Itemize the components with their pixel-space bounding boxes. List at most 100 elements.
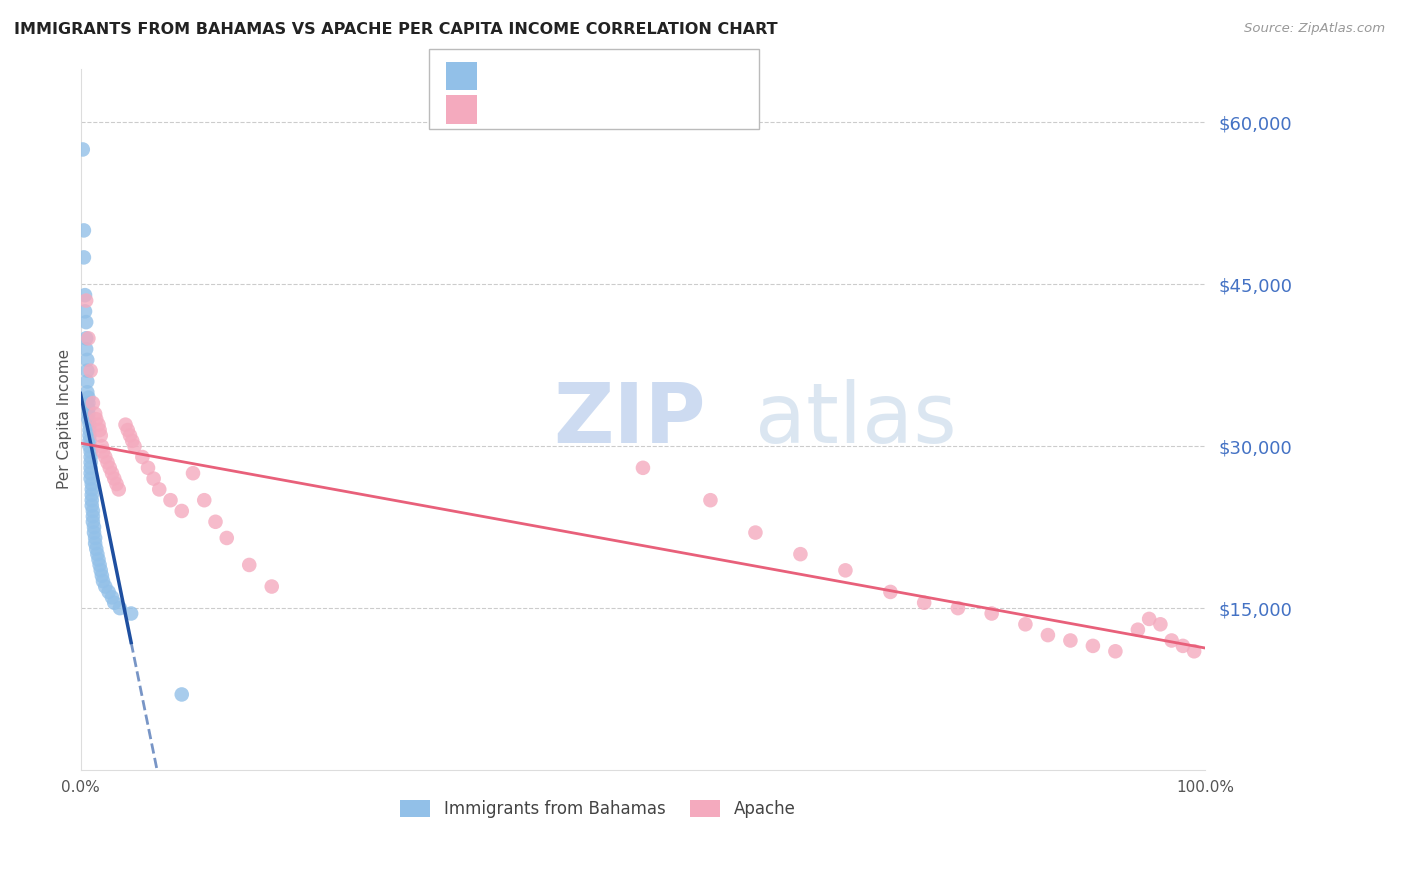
Point [82, 515, 104, 529]
Point [97, 585, 120, 599]
Point [193, 493, 215, 508]
Point [91, 444, 114, 458]
Point [117, 423, 139, 437]
Point [76, 385, 98, 400]
Point [73, 223, 96, 237]
Point [94, 450, 117, 464]
Point [79, 450, 101, 464]
Text: Source: ZipAtlas.com: Source: ZipAtlas.com [1244, 22, 1385, 36]
Text: ZIP: ZIP [553, 379, 706, 459]
Point [80, 483, 103, 497]
Point [238, 558, 260, 572]
Point [87, 417, 110, 432]
Point [136, 460, 159, 475]
Point [84, 407, 107, 421]
Point [631, 460, 654, 475]
Point [699, 493, 721, 508]
Point [120, 607, 142, 621]
Point [89, 558, 111, 572]
Point [76, 364, 98, 378]
Point [1149, 617, 1171, 632]
Point [204, 515, 226, 529]
Text: R = -0.558: R = -0.558 [491, 67, 588, 85]
Point [114, 417, 136, 432]
Point [181, 467, 204, 481]
Point [108, 601, 131, 615]
Point [879, 585, 901, 599]
Point [72, 143, 94, 157]
Point [121, 434, 143, 448]
Text: IMMIGRANTS FROM BAHAMAS VS APACHE PER CAPITA INCOME CORRELATION CHART: IMMIGRANTS FROM BAHAMAS VS APACHE PER CA… [14, 22, 778, 37]
Point [96, 455, 118, 469]
Point [118, 428, 141, 442]
Text: R = -0.726: R = -0.726 [491, 101, 588, 119]
Point [170, 504, 193, 518]
Point [77, 412, 100, 426]
Point [79, 423, 101, 437]
Point [75, 331, 97, 345]
Point [80, 499, 103, 513]
Point [90, 568, 112, 582]
Point [170, 688, 193, 702]
Point [80, 477, 103, 491]
Point [84, 541, 107, 556]
Point [1171, 639, 1194, 653]
Point [79, 434, 101, 448]
Point [80, 488, 103, 502]
Point [75, 315, 97, 329]
Point [148, 483, 170, 497]
Legend: Immigrants from Bahamas, Apache: Immigrants from Bahamas, Apache [394, 793, 803, 825]
Point [1182, 644, 1205, 658]
Point [79, 444, 101, 458]
Point [82, 509, 104, 524]
Point [98, 460, 121, 475]
Point [159, 493, 181, 508]
Point [82, 396, 104, 410]
Point [77, 396, 100, 410]
Point [1126, 623, 1149, 637]
Point [89, 423, 111, 437]
Point [77, 331, 100, 345]
Point [84, 536, 107, 550]
Point [76, 375, 98, 389]
Point [789, 547, 811, 561]
Point [79, 428, 101, 442]
Point [744, 525, 766, 540]
Point [77, 391, 100, 405]
Point [1104, 644, 1126, 658]
Point [83, 520, 105, 534]
Point [912, 596, 935, 610]
Point [73, 251, 96, 265]
Point [90, 563, 112, 577]
Point [79, 460, 101, 475]
Point [103, 472, 125, 486]
Text: N = 54: N = 54 [612, 67, 673, 85]
Point [946, 601, 969, 615]
Point [79, 455, 101, 469]
Point [77, 401, 100, 416]
Point [80, 493, 103, 508]
Point [86, 547, 108, 561]
Point [103, 596, 125, 610]
Point [73, 304, 96, 318]
Point [980, 607, 1002, 621]
Point [73, 288, 96, 302]
Point [142, 472, 165, 486]
Point [215, 531, 238, 545]
Point [101, 467, 124, 481]
Point [79, 439, 101, 453]
Point [83, 525, 105, 540]
Point [834, 563, 856, 577]
Point [90, 439, 112, 453]
Point [101, 591, 124, 605]
Point [1036, 628, 1059, 642]
Point [91, 574, 114, 589]
Point [124, 439, 146, 453]
Point [94, 580, 117, 594]
Point [87, 552, 110, 566]
Y-axis label: Per Capita Income: Per Capita Income [58, 349, 72, 490]
Point [79, 467, 101, 481]
Point [107, 483, 129, 497]
Point [1081, 639, 1104, 653]
Point [84, 412, 107, 426]
